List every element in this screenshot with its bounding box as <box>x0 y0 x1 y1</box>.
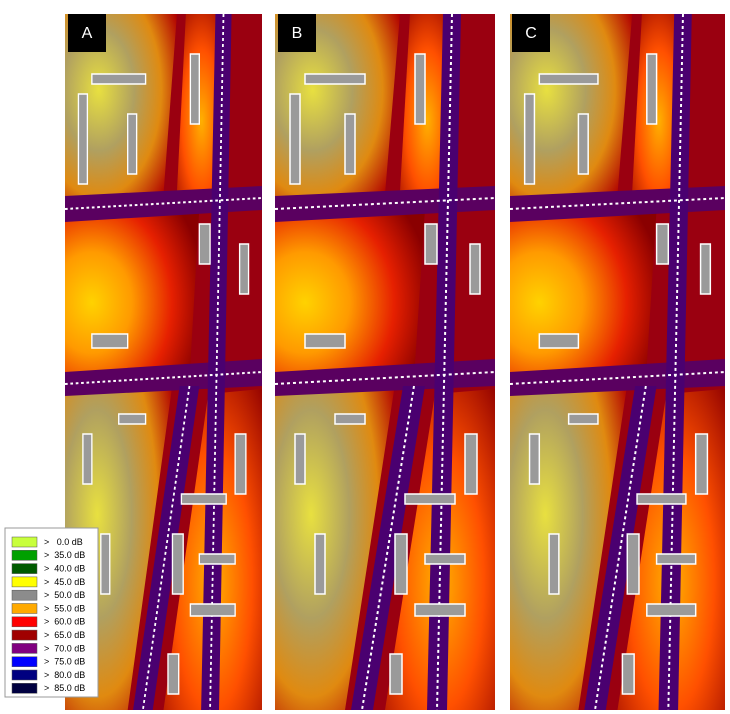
legend-swatch <box>11 576 38 588</box>
legend-label: > 75.0 dB <box>44 657 85 667</box>
legend-swatch <box>11 643 38 654</box>
noise-map <box>510 14 725 710</box>
legend-label: > 40.0 dB <box>44 563 85 573</box>
legend-label: > 65.0 dB <box>44 630 85 640</box>
legend-label: > 35.0 dB <box>44 550 85 560</box>
legend-label: > 45.0 dB <box>44 577 85 587</box>
legend-label: > 80.0 dB <box>44 670 85 680</box>
legend-swatch <box>11 656 38 667</box>
legend-swatch <box>11 616 38 628</box>
legend-swatch <box>11 603 38 614</box>
panel-label: C <box>525 25 537 42</box>
legend-swatch <box>11 669 38 681</box>
legend-swatch <box>11 536 38 548</box>
legend-label: > 85.0 dB <box>44 683 85 693</box>
panel-label: A <box>82 25 93 42</box>
legend-swatch <box>11 563 38 574</box>
legend-label: > 70.0 dB <box>44 643 85 653</box>
panel-label-box <box>512 14 550 52</box>
noise-map <box>275 14 495 710</box>
legend-label: > 0.0 dB <box>44 537 83 547</box>
legend-label: > 55.0 dB <box>44 603 85 613</box>
legend-swatch <box>11 589 38 601</box>
legend-label: > 60.0 dB <box>44 617 85 627</box>
legend-swatch <box>11 683 38 694</box>
legend-swatch <box>11 550 38 561</box>
panel-label-box <box>278 14 316 52</box>
legend-swatch <box>11 629 38 641</box>
panel-label-box <box>68 14 106 52</box>
legend-label: > 50.0 dB <box>44 590 85 600</box>
panel-label: B <box>292 25 303 42</box>
